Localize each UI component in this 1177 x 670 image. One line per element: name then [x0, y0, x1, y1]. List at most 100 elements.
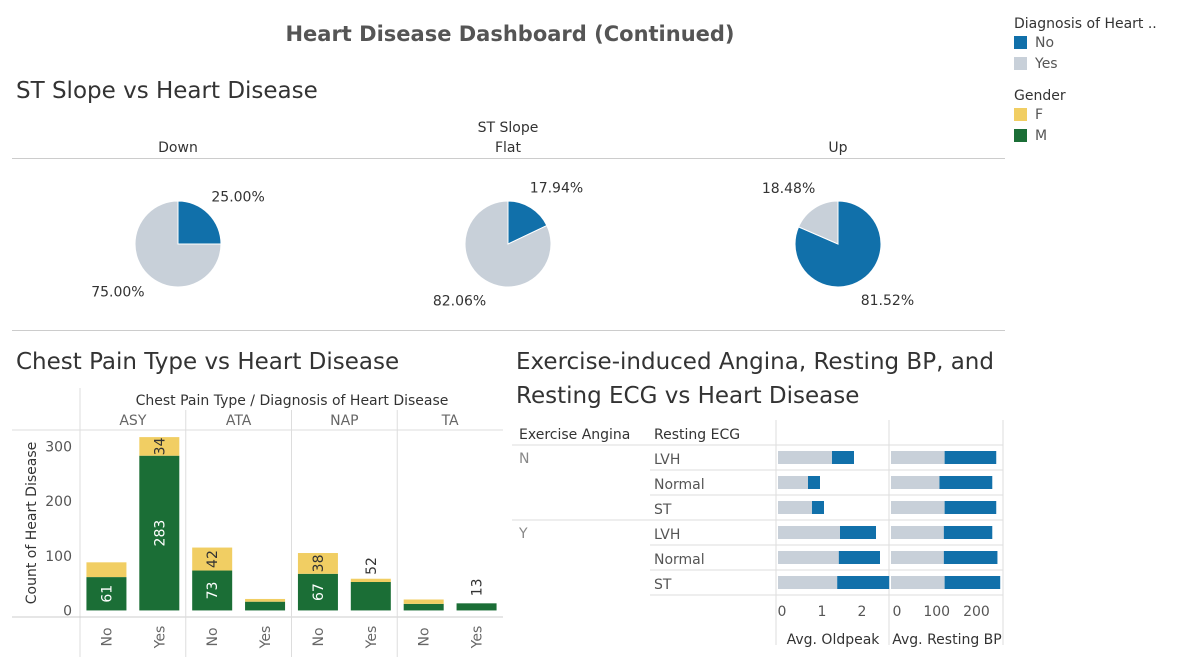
- legend-item-f[interactable]: F: [1014, 104, 1066, 125]
- chest-pain-ylabel: Count of Heart Disease: [24, 442, 40, 604]
- st-slope-col-up: Up: [828, 140, 848, 156]
- ecg-value: Normal: [654, 477, 705, 493]
- cp-ytick-label: 200: [45, 494, 72, 510]
- cp-group-label-ta: TA: [441, 413, 459, 429]
- ecg-value: ST: [654, 577, 672, 593]
- bp-axis-label: Avg. Resting BP: [892, 632, 1001, 648]
- angina-value: N: [519, 451, 529, 467]
- legend-label-m: M: [1035, 127, 1048, 144]
- cp-value-label-nap-no-m: 67: [311, 583, 327, 601]
- legend-label-f: F: [1035, 106, 1044, 123]
- pie-flat-slice-yes: [464, 200, 552, 288]
- bp-bar-yes: [891, 451, 945, 464]
- st-slope-header: ST Slope: [477, 120, 539, 136]
- bp-bar-yes: [891, 551, 944, 564]
- chest-pain-bar-chart: Chest Pain Type / Diagnosis of Heart Dis…: [12, 388, 503, 657]
- oldpeak-bar-no: [838, 551, 880, 564]
- angina-title-line2: Resting ECG vs Heart Disease: [516, 383, 860, 409]
- bp-bar-no: [943, 551, 998, 564]
- pie-down-label-no: 25.00%: [211, 190, 264, 206]
- oldpeak-bar-yes: [778, 501, 812, 514]
- oldpeak-bar-yes: [778, 576, 838, 589]
- cp-value-label-ata-no-m: 73: [205, 582, 221, 600]
- cp-bar-asy-no-f: [86, 562, 127, 578]
- legend-swatch-yes: [1014, 57, 1027, 70]
- cp-value-label-nap-no-f: 38: [311, 555, 327, 573]
- cp-x-label-ta-yes: Yes: [470, 626, 486, 650]
- bp-bar-yes: [891, 526, 944, 539]
- legend-diagnosis[interactable]: Diagnosis of Heart .. No Yes: [1014, 16, 1157, 74]
- oldpeak-bar-yes: [778, 451, 832, 464]
- bp-bar-no: [944, 451, 997, 464]
- legend-label-yes: Yes: [1035, 55, 1058, 72]
- angina-bar-chart: Exercise Angina Resting ECG N LVH Normal ST Y L…: [512, 420, 1004, 648]
- legend-gender-title: Gender: [1014, 88, 1066, 104]
- oldpeak-tick: 0: [778, 604, 787, 620]
- oldpeak-bar-yes: [778, 476, 808, 489]
- cp-x-label-ata-yes: Yes: [258, 626, 274, 650]
- bp-bar-yes: [891, 576, 945, 589]
- oldpeak-axis-label: Avg. Oldpeak: [787, 632, 881, 648]
- cp-value-label-asy-yes-f: 34: [152, 437, 168, 455]
- cp-x-label-nap-yes: Yes: [364, 626, 380, 650]
- pie-up-slice-yes: [797, 200, 839, 245]
- cp-value-label-asy-yes-m: 283: [152, 520, 168, 547]
- cp-bar-nap-yes-m: [350, 582, 391, 611]
- legend-item-m[interactable]: M: [1014, 125, 1066, 146]
- st-slope-col-flat: Flat: [494, 140, 521, 156]
- bp-bar-no: [944, 501, 997, 514]
- cp-bar-ta-no-f: [403, 599, 444, 604]
- bp-bar-no: [939, 476, 993, 489]
- legend-swatch-f: [1014, 108, 1027, 121]
- legend-item-no[interactable]: No: [1014, 32, 1157, 53]
- bp-bar-no: [944, 576, 1001, 589]
- cp-x-label-asy-yes: Yes: [152, 626, 168, 650]
- cp-bar-ata-yes-f: [245, 598, 286, 602]
- cp-bar-asy-yes-m: [139, 455, 180, 611]
- chest-pain-title: Chest Pain Type vs Heart Disease: [16, 349, 400, 375]
- cp-ytick-label: 0: [63, 603, 72, 619]
- pie-flat-slice-no: [507, 200, 548, 245]
- cp-value-label-ta-yes-m: 13: [470, 578, 486, 596]
- angina-title-line1: Exercise-induced Angina, Resting BP, and: [516, 349, 994, 375]
- cp-ytick-label: 300: [45, 439, 72, 455]
- st-slope-title: ST Slope vs Heart Disease: [16, 78, 318, 104]
- angina-col-header: Exercise Angina: [519, 427, 630, 443]
- angina-value: Y: [518, 526, 528, 542]
- oldpeak-tick: 2: [858, 604, 867, 620]
- bp-bar-yes: [891, 501, 945, 514]
- legend-item-yes[interactable]: Yes: [1014, 53, 1157, 74]
- bp-bar-no: [943, 526, 993, 539]
- ecg-value: LVH: [654, 452, 680, 468]
- dashboard-title: Heart Disease Dashboard (Continued): [285, 22, 735, 46]
- cp-value-label-asy-no-m: 61: [99, 585, 115, 603]
- cp-ytick-label: 100: [45, 549, 72, 565]
- pie-down-slice-yes: [134, 200, 222, 288]
- bp-tick: 100: [923, 604, 950, 620]
- cp-x-label-ta-no: No: [417, 627, 433, 646]
- cp-group-label-asy: ASY: [119, 413, 146, 429]
- ecg-value: LVH: [654, 527, 680, 543]
- pie-down-slice-no: [177, 200, 222, 245]
- pie-flat-label-yes: 82.06%: [433, 294, 486, 310]
- oldpeak-bar-yes: [778, 526, 840, 539]
- oldpeak-tick: 1: [818, 604, 827, 620]
- pie-flat-label-no: 17.94%: [530, 180, 583, 196]
- cp-value-label-ata-no-f: 42: [205, 550, 221, 568]
- cp-bar-asy-no-m: [86, 577, 127, 611]
- cp-bar-ta-yes-m: [456, 603, 497, 611]
- cp-bar-asy-yes-f: [139, 437, 180, 456]
- cp-value-label-nap-yes-m: 52: [364, 557, 380, 575]
- legend-swatch-m: [1014, 129, 1027, 142]
- legend-gender[interactable]: Gender F M: [1014, 88, 1066, 146]
- cp-x-label-ata-no: No: [205, 627, 221, 646]
- cp-bar-nap-no-f: [297, 553, 338, 574]
- cp-bar-nap-no-m: [297, 573, 338, 611]
- legend-diagnosis-title: Diagnosis of Heart ..: [1014, 16, 1157, 32]
- legend-label-no: No: [1035, 34, 1055, 51]
- cp-group-label-ata: ATA: [226, 413, 252, 429]
- cp-group-label-nap: NAP: [330, 413, 359, 429]
- legend-swatch-no: [1014, 36, 1027, 49]
- cp-bar-ata-no-m: [192, 570, 233, 611]
- st-slope-pie-charts: 25.00% 75.00% 17.94% 82.06% 81.52% 18.48%: [91, 180, 914, 310]
